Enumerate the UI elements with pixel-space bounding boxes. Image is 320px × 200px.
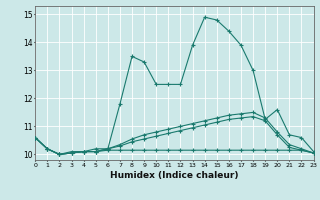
X-axis label: Humidex (Indice chaleur): Humidex (Indice chaleur)	[110, 171, 239, 180]
